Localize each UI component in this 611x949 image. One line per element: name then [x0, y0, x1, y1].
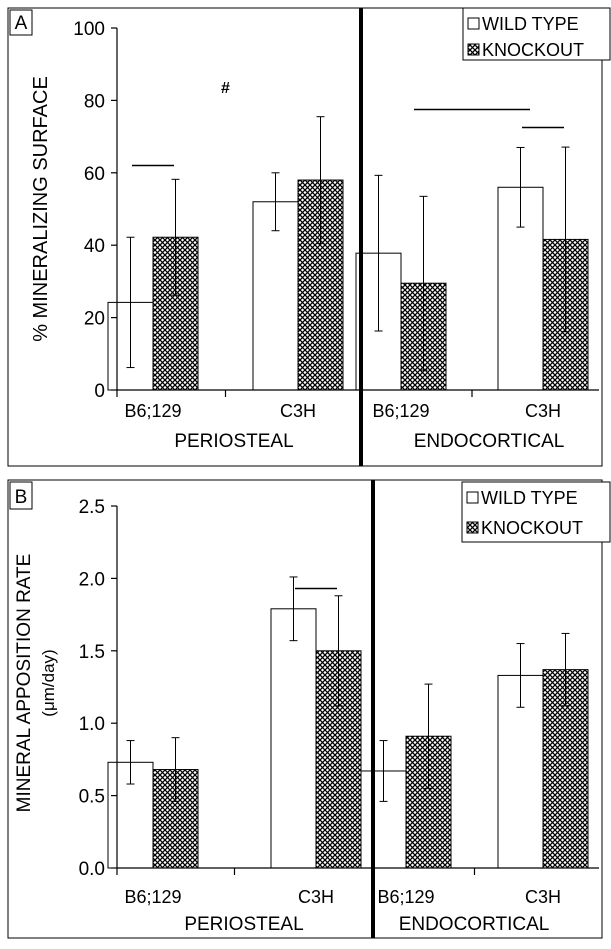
- panel-letter-box: [9, 9, 33, 36]
- legend-swatch-wild-type: [467, 17, 480, 30]
- bar-wild-type-1: [252, 201, 299, 391]
- y-axis-label: % MINERALIZING SURFACE: [30, 76, 52, 342]
- y-tick-label: 1.0: [79, 714, 105, 735]
- bar-wild-type-1: [270, 608, 317, 869]
- legend: WILD TYPE KNOCKOUT: [461, 481, 611, 543]
- chart-panel-b: B 0.0 0.5 1.0 1.5 2.0 2.5 B6;129 C3H B6;129 C3H PER…: [7, 479, 611, 939]
- category-label: B6;129: [372, 401, 429, 421]
- y-tick-label: 1.5: [79, 642, 105, 663]
- legend-label: WILD TYPE: [482, 14, 579, 34]
- legend-swatch-wild-type: [466, 491, 479, 504]
- y-axis-label-unit: (μm/day): [39, 649, 58, 716]
- panel-letter: A: [15, 13, 28, 34]
- legend-frame: [462, 7, 611, 61]
- category-label: B6;129: [124, 401, 181, 421]
- category-label: C3H: [298, 887, 334, 907]
- legend-frame: [461, 481, 611, 543]
- y-tick-label: 100: [73, 19, 105, 40]
- legend-label: WILD TYPE: [481, 488, 578, 508]
- y-tick-label: 2.0: [79, 569, 105, 590]
- y-tick-label: 40: [84, 236, 105, 257]
- y-tick-label: 20: [84, 309, 105, 330]
- y-tick-label: 0.0: [79, 859, 105, 880]
- y-axis-label: MINERAL APPOSITION RATE: [14, 554, 35, 813]
- y-tick-label: 60: [84, 164, 105, 185]
- category-label: B6;129: [377, 887, 434, 907]
- legend-label: KNOCKOUT: [482, 40, 584, 60]
- group-label: ENDOCORTICAL: [414, 431, 565, 452]
- panel-frame: [7, 7, 603, 467]
- panel-frame: [7, 479, 603, 939]
- category-label: B6;129: [124, 887, 181, 907]
- legend-swatch-knockout: [467, 43, 480, 56]
- panel-letter-box: [9, 481, 33, 510]
- y-tick-label: 2.5: [79, 497, 105, 518]
- group-label: PERIOSTEAL: [184, 914, 303, 935]
- group-label: PERIOSTEAL: [174, 431, 293, 452]
- category-label: C3H: [525, 887, 561, 907]
- group-label: ENDOCORTICAL: [399, 914, 550, 935]
- legend-swatch-knockout: [466, 521, 479, 534]
- category-label: C3H: [280, 401, 316, 421]
- y-tick-label: 80: [84, 91, 105, 112]
- panel-letter: B: [15, 487, 28, 508]
- y-tick-label: 0: [94, 381, 105, 402]
- significance-mark: #: [221, 80, 230, 97]
- legend: WILD TYPE KNOCKOUT: [462, 7, 611, 61]
- category-label: C3H: [525, 401, 561, 421]
- chart-panel-a: A 0 20 40 60 80 100 B6;129 C3H B6;129 C3H PERIOSTEA…: [7, 7, 611, 467]
- legend-label: KNOCKOUT: [481, 518, 583, 538]
- y-tick-label: 0.5: [79, 787, 105, 808]
